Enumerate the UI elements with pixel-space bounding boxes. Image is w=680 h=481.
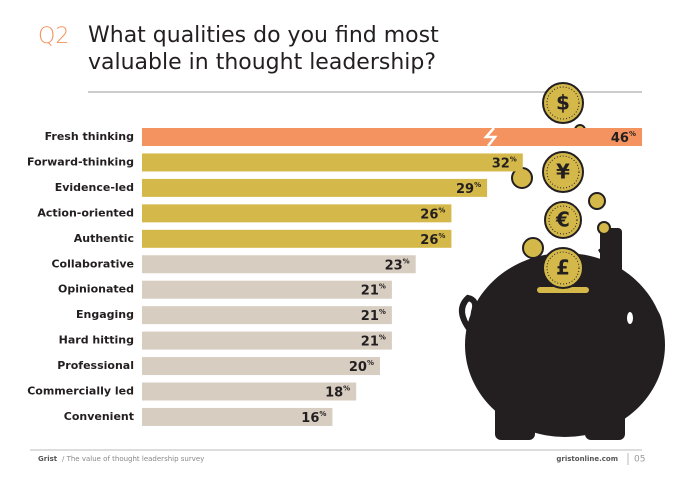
category-label: Action-oriented: [37, 206, 134, 219]
title-line: What qualities do you find most: [88, 23, 439, 48]
value-label: 21%: [361, 308, 386, 324]
value-label: 32%: [492, 155, 517, 171]
footer-brand: Grist: [38, 455, 58, 463]
bar: [142, 204, 452, 223]
value-label: 26%: [420, 232, 445, 248]
value-label: 16%: [301, 410, 326, 426]
footer-subtitle: / The value of thought leadership survey: [62, 455, 204, 463]
bar: [142, 128, 642, 146]
category-label: Convenient: [64, 410, 134, 423]
coin-symbol: €: [555, 208, 570, 232]
piggy-bank: [459, 228, 665, 440]
bar: [142, 280, 392, 299]
small-coin: [597, 221, 611, 235]
bar: [142, 153, 523, 172]
bar: [142, 382, 357, 401]
value-label: 46%: [611, 130, 636, 146]
coin: [544, 201, 582, 239]
coins: $ ¥ € £: [511, 82, 611, 289]
coin: [542, 151, 584, 193]
question-number: Q2: [38, 24, 69, 49]
coin-symbol: $: [556, 91, 570, 115]
bar: [142, 229, 452, 248]
coin-rim: [546, 86, 580, 120]
coin-symbol: ¥: [556, 160, 570, 184]
coin-rim: [548, 205, 578, 235]
category-label: Hard hitting: [59, 334, 134, 347]
value-label: 20%: [349, 359, 374, 375]
bar: [142, 407, 333, 426]
title-line: valuable in thought leadership?: [88, 50, 436, 75]
coin-symbol: £: [556, 256, 570, 280]
bar: [142, 331, 392, 350]
bar: [142, 255, 416, 274]
small-coin: [522, 237, 544, 259]
coin: [542, 247, 584, 289]
value-label: 21%: [361, 334, 386, 350]
category-label: Collaborative: [51, 257, 134, 270]
coin-rim: [546, 251, 580, 285]
category-label: Fresh thinking: [45, 130, 134, 143]
value-label: 29%: [456, 181, 481, 197]
small-coin: [588, 192, 606, 210]
footer-page: 05: [634, 455, 645, 465]
bar: [142, 357, 380, 376]
category-label: Authentic: [74, 232, 134, 245]
category-label: Engaging: [76, 308, 134, 321]
category-label: Evidence-led: [55, 181, 134, 194]
category-label: Forward-thinking: [27, 155, 134, 168]
value-label: 26%: [420, 206, 445, 222]
coin-rim: [546, 155, 580, 189]
bar-break: [483, 127, 498, 147]
footer-site: gristonline.com: [556, 455, 618, 463]
value-label: 21%: [361, 283, 386, 299]
category-label: Opinionated: [58, 283, 134, 296]
category-label: Commercially led: [27, 385, 134, 398]
bar: [142, 178, 488, 197]
category-label: Professional: [57, 359, 134, 372]
value-label: 23%: [385, 257, 410, 273]
bar: [142, 306, 392, 325]
coin: [542, 82, 584, 124]
value-label: 18%: [325, 385, 350, 401]
